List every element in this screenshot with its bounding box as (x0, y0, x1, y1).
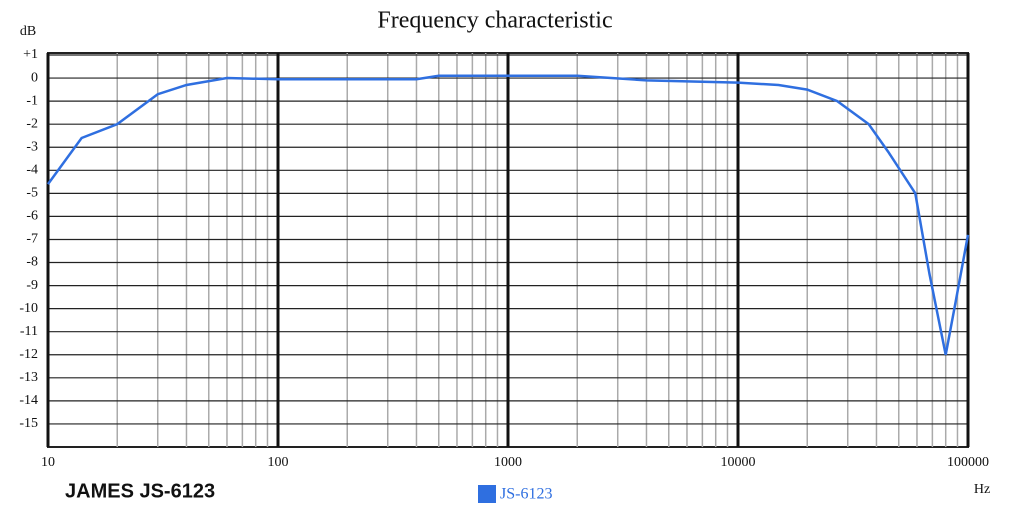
legend-label: JS-6123 (500, 486, 552, 503)
chart-title: Frequency characteristic (377, 8, 612, 34)
x-tick-label: 1000 (494, 455, 522, 470)
y-tick-label: -8 (26, 255, 38, 270)
y-tick-label: -2 (26, 116, 38, 131)
x-tick-label: 10000 (721, 455, 756, 470)
y-tick-label: -10 (19, 301, 38, 316)
y-tick-label: -4 (26, 163, 38, 178)
y-tick-label: -15 (19, 416, 38, 431)
y-tick-label: -14 (19, 393, 38, 408)
y-tick-label: -12 (19, 347, 38, 362)
x-axis-label: Hz (974, 482, 990, 497)
annotation: JAMES JS-6123 (65, 480, 215, 502)
y-tick-label: -7 (26, 232, 38, 247)
y-tick-label: +1 (23, 47, 38, 62)
x-tick-label: 100 (268, 455, 289, 470)
y-tick-label: -3 (26, 139, 38, 154)
y-tick-label: -5 (26, 186, 38, 201)
y-tick-label: -6 (26, 209, 38, 224)
data-line (46, 74, 970, 356)
y-tick-label: 0 (31, 70, 38, 85)
y-tick-label: -11 (20, 324, 38, 339)
y-tick-label: -9 (26, 278, 38, 293)
legend-swatch (478, 485, 496, 503)
y-tick-label: -1 (26, 93, 38, 108)
x-tick-label: 100000 (947, 455, 989, 470)
y-axis-label: dB (20, 24, 36, 39)
x-tick-label: 10 (41, 455, 55, 470)
y-tick-label: -13 (19, 370, 38, 385)
